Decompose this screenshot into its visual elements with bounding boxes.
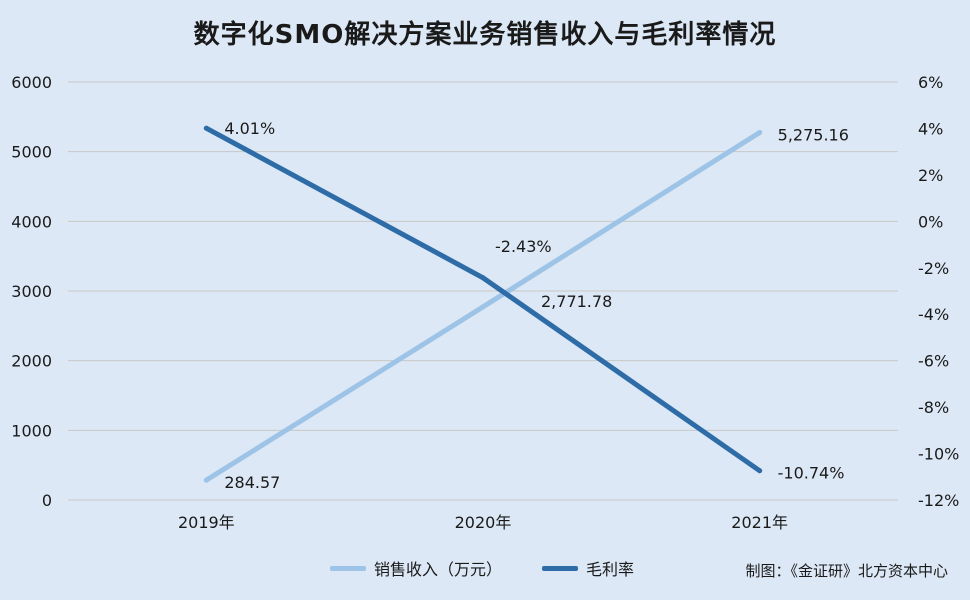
data-point-revenue [757, 129, 763, 135]
y-left-tick-label: 5000 [11, 143, 52, 162]
legend-label-margin: 毛利率 [586, 560, 635, 579]
data-label-revenue: 284.57 [224, 473, 280, 492]
y-left-tick-label: 4000 [11, 212, 52, 231]
data-label-revenue: 2,771.78 [541, 292, 612, 311]
y-right-tick-label: 0% [918, 212, 943, 231]
y-right-tick-label: -12% [918, 491, 959, 510]
series-line-margin [203, 125, 763, 474]
source-note: 制图：《金证研》北方资本中心 [745, 562, 948, 580]
data-point-margin [203, 125, 209, 131]
y-right-tick-label: 4% [918, 119, 943, 138]
data-point-margin [757, 468, 763, 474]
data-point-revenue [480, 304, 486, 310]
y-left-tick-label: 1000 [11, 421, 52, 440]
y-left-tick-label: 3000 [11, 282, 52, 301]
y-right-tick-label: -2% [918, 259, 949, 278]
data-point-margin [480, 275, 486, 281]
data-point-revenue [203, 477, 209, 483]
y-right-tick-label: -8% [918, 398, 949, 417]
x-tick-label: 2021年 [731, 513, 788, 532]
data-label-margin: 4.01% [224, 119, 275, 138]
y-left-tick-label: 6000 [11, 73, 52, 92]
y-right-tick-label: 6% [918, 73, 943, 92]
legend-item-revenue: 销售收入（万元） [330, 556, 502, 580]
data-label-margin: -10.74% [778, 464, 845, 483]
y-right-tick-label: -4% [918, 305, 949, 324]
y-right-tick-label: -10% [918, 445, 959, 464]
x-tick-label: 2020年 [455, 513, 512, 532]
chart-legend: 销售收入（万元） 毛利率 [330, 556, 674, 580]
y-left-tick-label: 2000 [11, 352, 52, 371]
y-right-tick-label: 2% [918, 166, 943, 185]
legend-swatch-revenue [330, 565, 366, 571]
data-label-margin: -2.43% [495, 237, 552, 256]
data-label-revenue: 5,275.16 [778, 125, 849, 144]
y-left-tick-label: 0 [42, 491, 52, 510]
chart-title: 数字化SMO解决方案业务销售收入与毛利率情况 [193, 20, 777, 50]
legend-swatch-margin [542, 565, 579, 571]
legend-item-margin: 毛利率 [542, 556, 634, 580]
legend-label-revenue: 销售收入（万元） [374, 560, 503, 579]
x-tick-label: 2019年 [178, 513, 235, 532]
y-right-tick-label: -6% [918, 352, 949, 371]
